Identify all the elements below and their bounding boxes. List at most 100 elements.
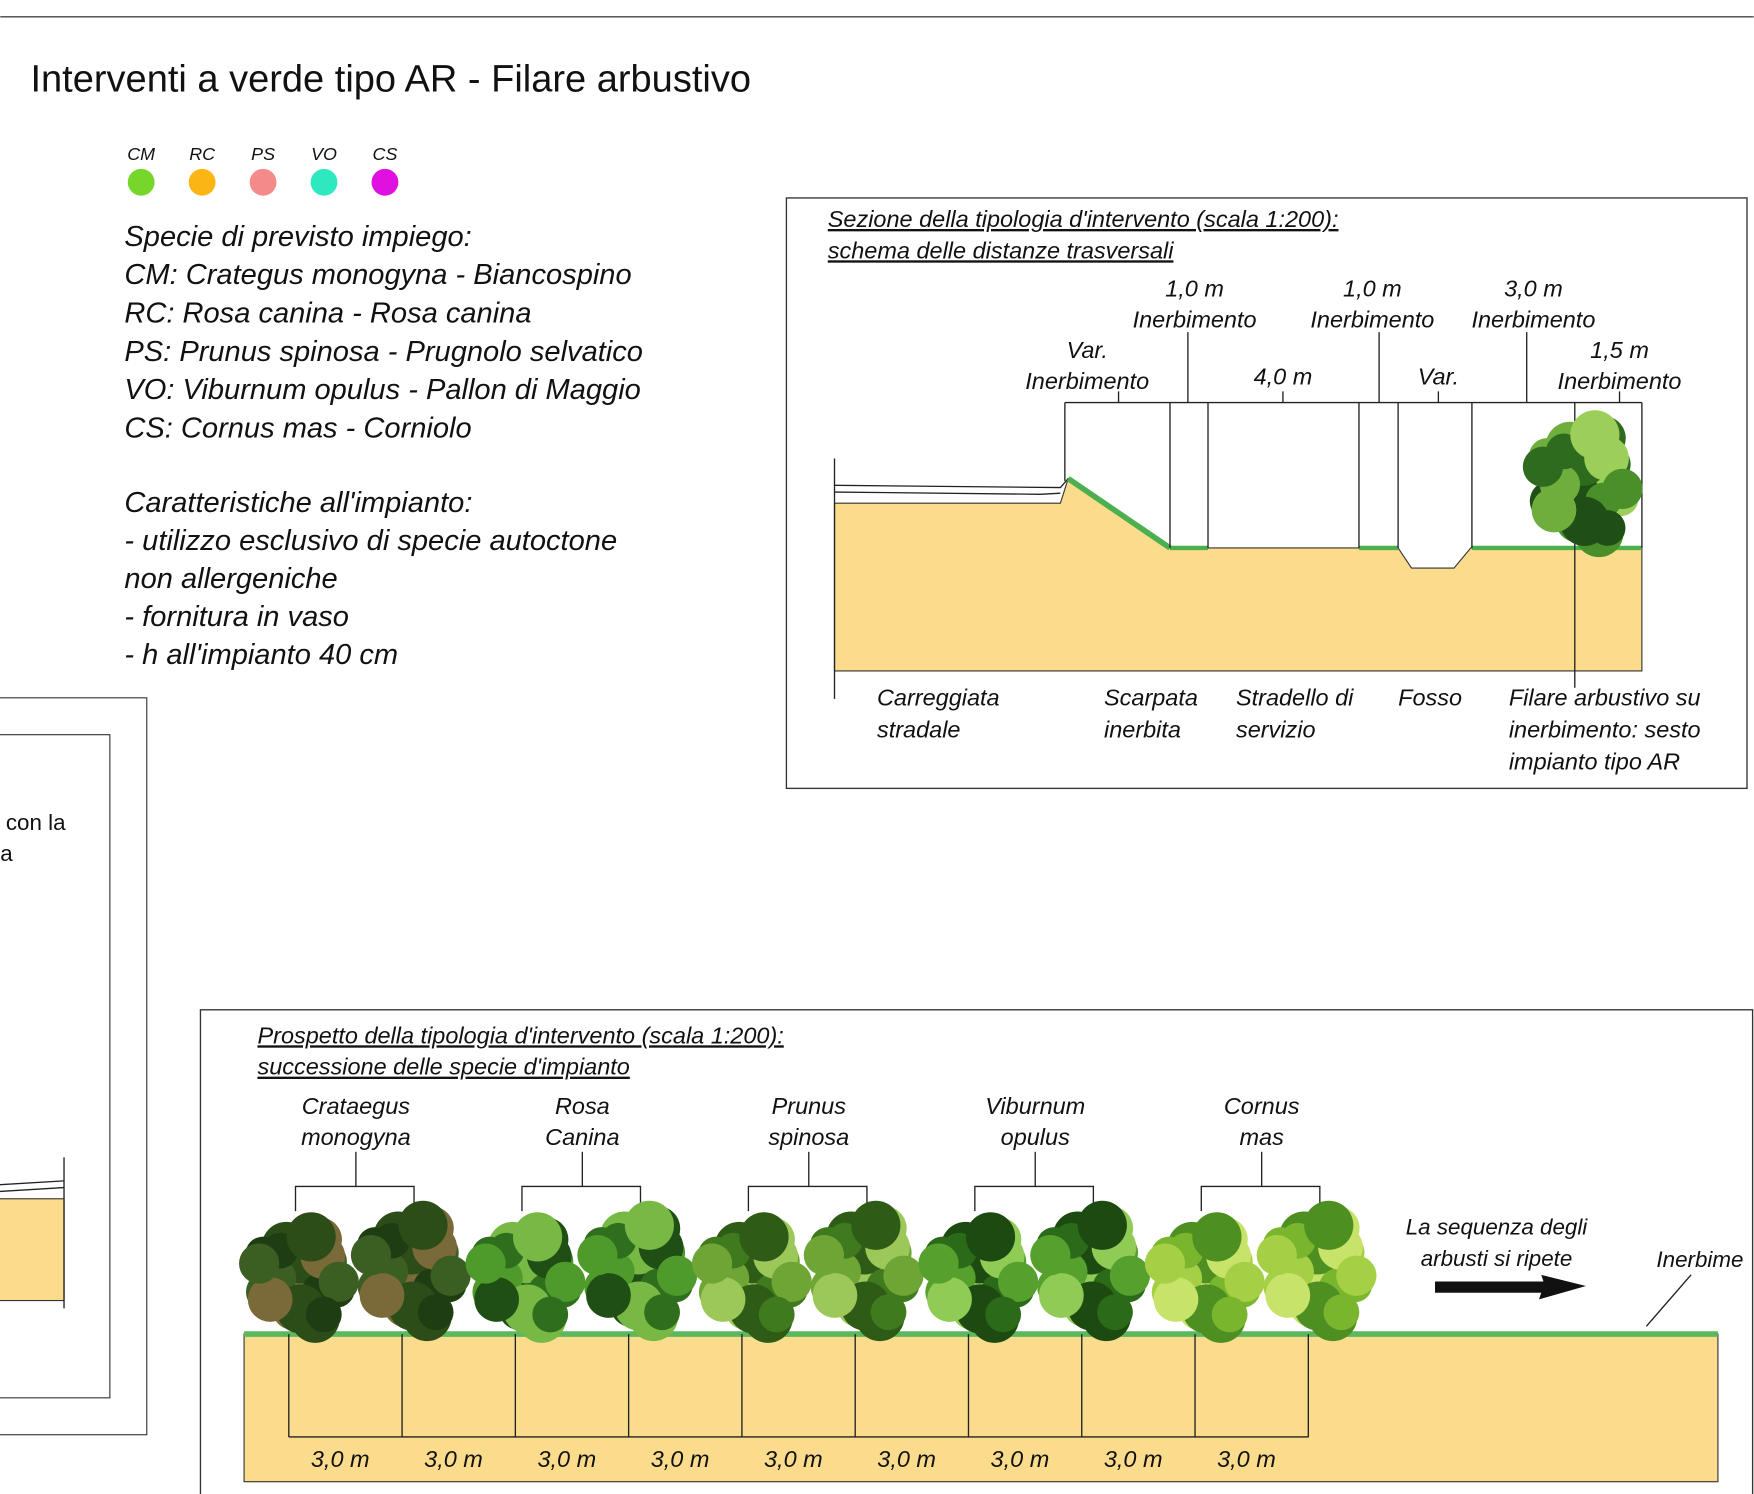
legend-code: VO [311,144,337,164]
section-title: schema delle distanze trasversali [828,237,1174,263]
section-label: inerbita [1104,716,1181,742]
foliage [701,1277,746,1322]
foliage [1039,1273,1084,1318]
species-label: mas [1240,1124,1285,1150]
foliage [1145,1243,1185,1283]
page-title: Interventi a verde tipo AR - Filare arbu… [30,59,751,101]
species-line: VO: Viburnum opulus - Pallon di Maggio [124,374,640,406]
foliage [306,1297,342,1333]
species-label: monogyna [301,1124,411,1150]
species-label: spinosa [768,1124,849,1150]
bracket [296,1186,415,1211]
shrub [351,1201,471,1341]
shrub [465,1212,585,1343]
foliage [513,1212,562,1261]
foliage [577,1235,617,1275]
foliage [1523,447,1563,487]
foliage [657,1256,697,1296]
foliage [739,1212,788,1261]
bracket [522,1186,641,1211]
foliage [287,1212,336,1261]
section-label: Stradello di [1236,685,1354,711]
bracket [748,1186,867,1211]
dimension-label: 1,0 m [1165,275,1224,301]
note: La sequenza degli [1406,1215,1589,1240]
foliage [1590,510,1626,546]
foliage [772,1262,812,1302]
page: Interventi a verde tipo AR - Filare arbu… [0,0,1754,1494]
dimension-label: Inerbimento [1558,368,1682,394]
section-label: impianto tipo AR [1509,748,1680,774]
spacing-label: 3,0 m [651,1446,710,1472]
foliage [759,1297,795,1333]
foliage [239,1243,279,1283]
foliage [1532,488,1577,533]
section-label: stradale [877,716,960,742]
dimension-label: Var. [1418,364,1459,390]
species-label: opulus [1001,1124,1070,1150]
legend-dot [311,169,338,196]
foliage [1602,469,1642,509]
dimension-label: 1,5 m [1590,337,1649,363]
foliage [644,1294,680,1330]
road-surface [835,492,1061,494]
features-line: - fornitura in vaso [124,601,349,633]
foliage [804,1235,844,1275]
bracket [975,1186,1094,1211]
foliage [918,1243,958,1283]
legend-dot [372,169,399,196]
legend-dot [189,169,216,196]
legend-code: CM [127,144,155,164]
species-label: Viburnum [985,1093,1085,1119]
left-road [0,1188,64,1192]
section-label: inerbimento: sesto [1509,716,1701,742]
section-label: servizio [1236,716,1316,742]
features-heading: Caratteristiche all'impianto: [124,487,472,519]
foliage [1265,1273,1310,1318]
species-line: RC: Rosa canina - Rosa canina [124,297,531,329]
foliage [625,1201,674,1250]
legend-dot [250,169,277,196]
foliage [532,1297,568,1333]
left-text: con la [6,810,66,835]
shrub [1145,1212,1265,1343]
foliage [319,1262,359,1302]
dimension-label: Inerbimento [1471,307,1595,333]
foliage [248,1277,293,1322]
foliage [398,1201,447,1250]
foliage [1336,1256,1376,1296]
foliage [465,1243,505,1283]
species-label: Prunus [772,1093,847,1119]
foliage [545,1262,585,1302]
foliage [1110,1256,1150,1296]
dimension-label: Inerbimento [1025,368,1149,394]
foliage [1257,1235,1297,1275]
foliage [883,1256,923,1296]
foliage [1192,1212,1241,1261]
grass-label: Inerbime [1656,1247,1743,1272]
foliage [851,1201,900,1250]
elevation-title: successione delle specie d'impianto [257,1054,629,1080]
section-label: Filare arbustivo su [1509,685,1701,711]
road-surface [835,479,1069,488]
foliage [430,1256,470,1296]
section-title: Sezione della tipologia d'intervento (sc… [828,206,1339,232]
shrub [577,1201,697,1341]
shrub [239,1212,359,1343]
dimension-label: 3,0 m [1504,275,1563,301]
dimension-label: 1,0 m [1343,275,1402,301]
foliage [1304,1201,1353,1250]
spacing-label: 3,0 m [424,1446,483,1472]
spacing-label: 3,0 m [1104,1446,1163,1472]
foliage [813,1273,858,1318]
features-line: - utilizzo esclusivo di specie autoctone [124,525,617,557]
elevation-title: Prospetto della tipologia d'intervento (… [257,1022,783,1048]
species-heading: Specie di previsto impiego: [124,221,471,253]
features-line: - h all'impianto 40 cm [124,639,398,671]
section-ground [835,479,1642,671]
dimension-label: Inerbimento [1310,307,1434,333]
foliage [998,1262,1038,1302]
section-label: Fosso [1398,685,1462,711]
legend-code: CS [373,144,398,164]
foliage [1097,1294,1133,1330]
